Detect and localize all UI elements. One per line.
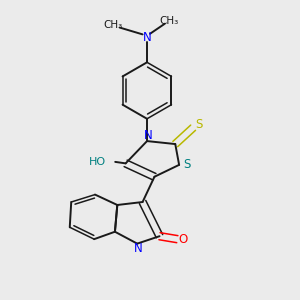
- Text: CH₃: CH₃: [160, 16, 179, 26]
- Text: CH₃: CH₃: [103, 20, 122, 30]
- Text: O: O: [179, 233, 188, 246]
- Text: S: S: [195, 118, 203, 131]
- Text: HO: HO: [89, 157, 106, 167]
- Text: S: S: [183, 158, 190, 171]
- Text: N: N: [143, 32, 152, 44]
- Text: N: N: [134, 242, 142, 256]
- Text: N: N: [143, 129, 152, 142]
